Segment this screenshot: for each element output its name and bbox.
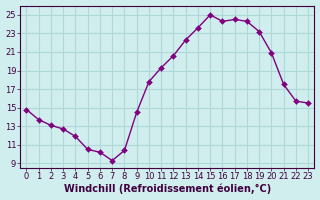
X-axis label: Windchill (Refroidissement éolien,°C): Windchill (Refroidissement éolien,°C): [64, 184, 271, 194]
